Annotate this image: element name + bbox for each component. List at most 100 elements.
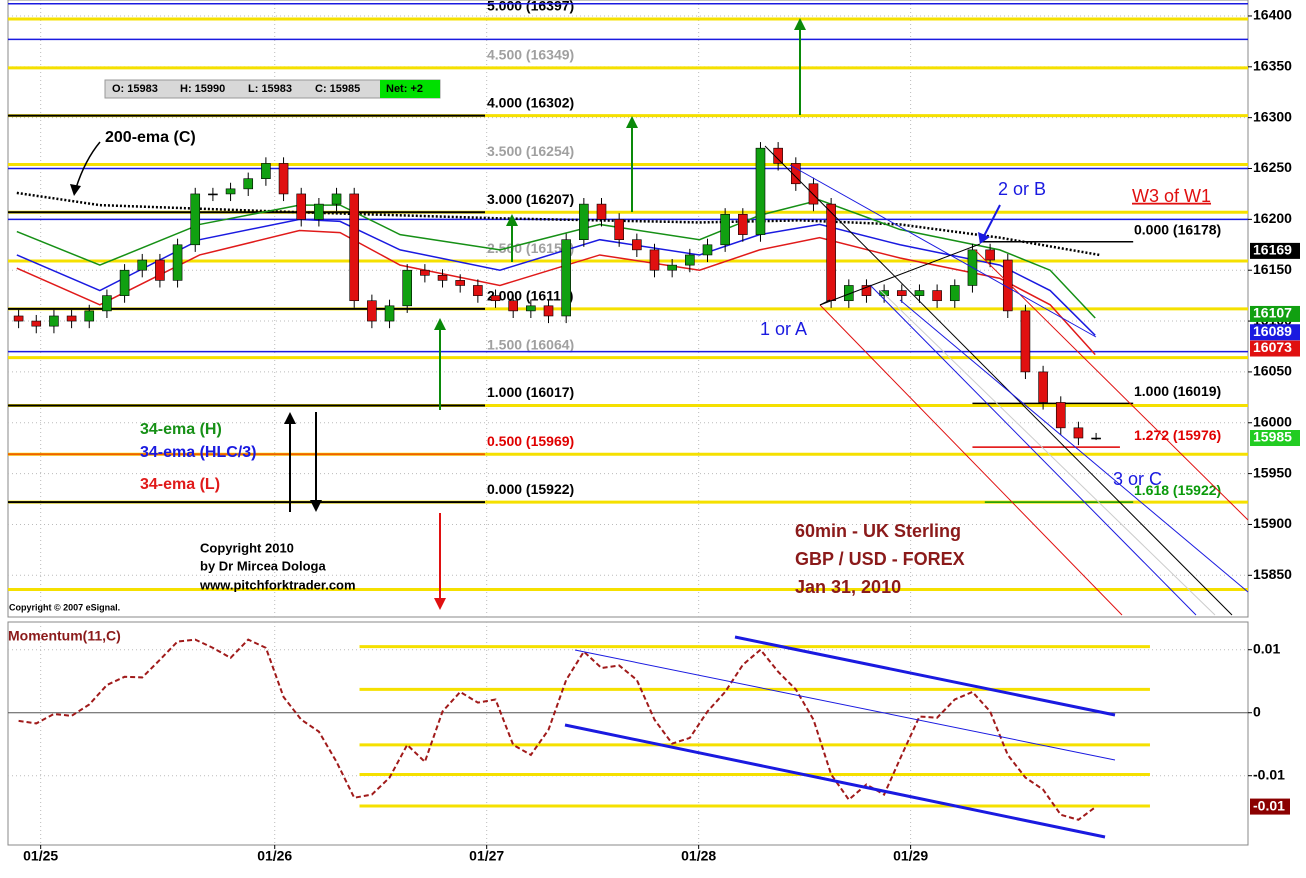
candle-body	[172, 244, 183, 281]
candle-body	[579, 203, 589, 241]
candle-body	[490, 295, 501, 302]
channel-line	[564, 723, 1106, 839]
series-label: 34-ema (H)	[140, 421, 222, 438]
copyright: by Dr Mircea Dologa	[200, 558, 326, 573]
chart-label: Jan 31, 2010	[795, 577, 901, 597]
candle-body	[614, 219, 624, 241]
series-label: 200-ema (C)	[105, 129, 196, 146]
y-tick-label: 16300	[1253, 108, 1292, 124]
arrow-head	[434, 318, 446, 330]
fib-label: 1.000 (16017)	[487, 384, 574, 400]
fib-label: 5.000 (16397)	[487, 0, 574, 14]
candle-body	[896, 290, 907, 296]
momentum-channel	[564, 635, 1116, 839]
candle-body	[826, 203, 836, 302]
wave-label: 3 or C	[1113, 469, 1162, 489]
x-tick-label: 01/25	[23, 848, 58, 864]
y-tick-label: 16350	[1253, 58, 1292, 74]
arrow	[983, 204, 1001, 237]
y-tick-label: 15850	[1253, 566, 1292, 582]
candle-body	[702, 244, 713, 256]
source-note: Copyright © 2007 eSignal.	[9, 602, 120, 612]
candle-body	[1073, 427, 1084, 439]
candle-body	[155, 259, 165, 281]
candle-body	[543, 305, 554, 317]
y-tick-label: 16000	[1253, 413, 1292, 429]
ema-line	[16, 199, 1096, 319]
info-text: C: 15985	[315, 83, 360, 95]
right-fib-label: 1.272 (15976)	[1134, 427, 1221, 443]
fib-label: 4.500 (16349)	[487, 47, 574, 63]
candle-body	[367, 300, 377, 322]
copyright: Copyright 2010	[200, 540, 294, 555]
channel-line	[574, 649, 1116, 761]
candle-body	[119, 269, 130, 296]
right-fib-label: 0.000 (16178)	[1134, 221, 1221, 237]
candle-body	[861, 285, 872, 296]
arrow-head	[70, 184, 81, 196]
candle-body	[596, 203, 607, 220]
candle-body	[473, 285, 483, 296]
candle-body	[720, 213, 730, 246]
candle-body	[455, 280, 465, 286]
candle-body	[985, 249, 995, 261]
candle-body	[1055, 402, 1066, 429]
value-tag-label: -0.01	[1253, 797, 1285, 813]
price-tag	[1250, 340, 1300, 357]
arrow-head	[506, 214, 518, 226]
candle-body	[1091, 437, 1101, 440]
y-tick-label: 16250	[1253, 159, 1292, 175]
y-tick-label: 0.01	[1253, 640, 1280, 656]
price-tag-label: 16073	[1253, 339, 1292, 355]
arrow-head	[626, 116, 638, 128]
arrow-head	[434, 598, 446, 610]
channel-line	[734, 635, 1116, 717]
fib-label: 0.000 (15922)	[487, 481, 574, 497]
candle-body	[349, 193, 360, 302]
price-tag-label: 16107	[1253, 305, 1292, 321]
fib-label: 2.000 (16112)	[487, 288, 573, 304]
candle-body	[437, 274, 448, 281]
fork-line	[819, 304, 1123, 616]
price-tag	[1250, 305, 1300, 322]
fib-label: 4.000 (16302)	[487, 94, 574, 110]
candle-body	[137, 259, 148, 271]
fork-line	[899, 299, 1249, 593]
y-tick-label: 16150	[1253, 261, 1292, 277]
price-tag	[1250, 242, 1300, 259]
ema-line	[16, 229, 1096, 356]
x-tick-label: 01/27	[469, 848, 504, 864]
candle-body	[755, 147, 766, 235]
fork-line	[869, 284, 1197, 616]
candle-body	[261, 163, 271, 179]
candle-body	[314, 203, 324, 220]
price-tag	[1250, 324, 1300, 341]
series-label: 34-ema (L)	[140, 476, 220, 493]
wave-label: 1 or A	[760, 319, 807, 339]
candle-body	[561, 239, 571, 317]
candle-body	[685, 254, 695, 266]
arrow-head	[310, 500, 322, 512]
x-tick-label: 01/28	[681, 848, 716, 864]
x-tick-label: 01/29	[893, 848, 928, 864]
candle-body	[949, 285, 960, 302]
y-tick-label: 15950	[1253, 464, 1292, 480]
candle-body	[914, 290, 925, 296]
info-text: L: 15983	[248, 83, 292, 95]
candle-body	[190, 193, 201, 246]
candle-body	[879, 290, 889, 296]
candle-body	[932, 290, 942, 302]
price-tag-label: 16169	[1253, 242, 1292, 258]
y-tick-label: 0	[1253, 703, 1261, 719]
fork-line	[789, 164, 1097, 338]
y-tick-label: 16050	[1253, 363, 1292, 379]
candle-body	[1002, 259, 1013, 312]
candle-body	[402, 269, 413, 307]
candle-body	[208, 193, 218, 196]
candle-body	[1038, 371, 1048, 403]
candle-body	[667, 264, 677, 271]
right-fib-label: 1.618 (15922)	[1134, 482, 1221, 498]
candle-body	[13, 315, 24, 322]
candle-body	[632, 239, 642, 251]
